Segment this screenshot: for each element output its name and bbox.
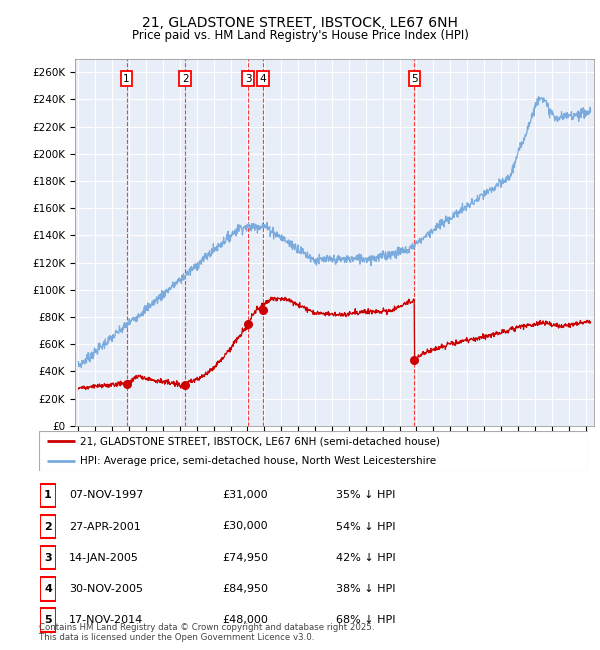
Text: 5: 5 (44, 615, 52, 625)
Text: 68% ↓ HPI: 68% ↓ HPI (336, 615, 395, 625)
Text: 21, GLADSTONE STREET, IBSTOCK, LE67 6NH (semi-detached house): 21, GLADSTONE STREET, IBSTOCK, LE67 6NH … (80, 436, 440, 446)
Text: £31,000: £31,000 (222, 490, 268, 501)
Text: 14-JAN-2005: 14-JAN-2005 (69, 552, 139, 563)
Text: 07-NOV-1997: 07-NOV-1997 (69, 490, 143, 501)
Text: 4: 4 (44, 584, 52, 594)
Text: 17-NOV-2014: 17-NOV-2014 (69, 615, 143, 625)
Text: £48,000: £48,000 (222, 615, 268, 625)
FancyBboxPatch shape (40, 577, 56, 601)
Text: £74,950: £74,950 (222, 552, 268, 563)
Text: 1: 1 (44, 490, 52, 501)
FancyBboxPatch shape (39, 431, 588, 471)
Text: 4: 4 (260, 73, 266, 84)
Text: Price paid vs. HM Land Registry's House Price Index (HPI): Price paid vs. HM Land Registry's House … (131, 29, 469, 42)
Text: 21, GLADSTONE STREET, IBSTOCK, LE67 6NH: 21, GLADSTONE STREET, IBSTOCK, LE67 6NH (142, 16, 458, 31)
Text: 5: 5 (411, 73, 418, 84)
Text: 38% ↓ HPI: 38% ↓ HPI (336, 584, 395, 594)
Text: 2: 2 (44, 521, 52, 532)
Text: HPI: Average price, semi-detached house, North West Leicestershire: HPI: Average price, semi-detached house,… (80, 456, 436, 466)
Text: 27-APR-2001: 27-APR-2001 (69, 521, 141, 532)
Text: 35% ↓ HPI: 35% ↓ HPI (336, 490, 395, 501)
Text: Contains HM Land Registry data © Crown copyright and database right 2025.
This d: Contains HM Land Registry data © Crown c… (39, 623, 374, 642)
FancyBboxPatch shape (40, 515, 56, 538)
Text: 3: 3 (245, 73, 251, 84)
Text: 1: 1 (123, 73, 130, 84)
Text: 30-NOV-2005: 30-NOV-2005 (69, 584, 143, 594)
Text: 42% ↓ HPI: 42% ↓ HPI (336, 552, 395, 563)
Text: 54% ↓ HPI: 54% ↓ HPI (336, 521, 395, 532)
FancyBboxPatch shape (40, 546, 56, 569)
Text: 2: 2 (182, 73, 188, 84)
Text: £84,950: £84,950 (222, 584, 268, 594)
Text: £30,000: £30,000 (222, 521, 268, 532)
Text: 3: 3 (44, 552, 52, 563)
FancyBboxPatch shape (40, 608, 56, 632)
FancyBboxPatch shape (40, 484, 56, 507)
